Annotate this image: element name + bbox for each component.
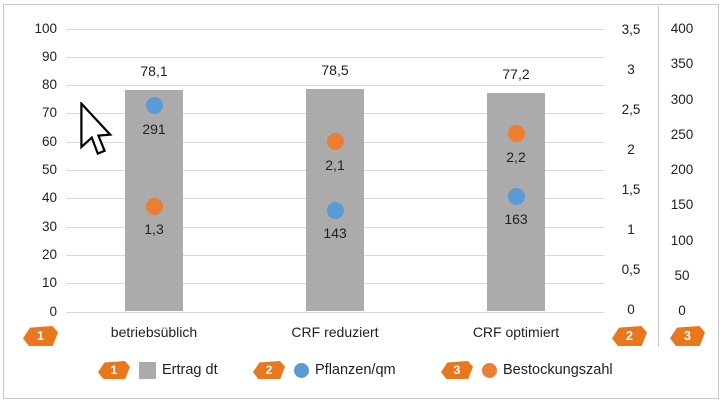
legend-number-badge: 3 [441,361,473,379]
gridline [66,311,604,313]
gridline [66,28,604,30]
bar-value-label: 77,2 [502,66,530,83]
y-axis-right-outer-tick: 250 [670,126,694,142]
y-axis-left-tick: 100 [34,20,57,36]
data-point-label: 2,1 [325,156,345,173]
legend-number-badge: 1 [98,361,130,379]
data-point-bestockung [326,133,344,151]
data-point-bestockung [145,197,163,215]
y-axis-right-outer-tick: 50 [674,267,690,283]
legend-label: Ertrag dt [162,362,218,378]
y-axis-left-tick: 40 [41,190,57,206]
data-point-label: 2,2 [506,148,526,165]
y-axis-left-tick: 60 [41,133,57,149]
legend-item: 2 Pflanzen/qm [253,361,396,379]
y-axis-right-inner-tick: 1,5 [621,182,641,197]
y-axis-right-outer-tick: 150 [670,197,694,213]
data-point-pflanzen [326,201,344,219]
y-axis-right-outer-tick: 200 [670,162,694,177]
y-axis-left-tick: 90 [41,48,57,64]
y-axis-left-tick: 70 [41,105,57,121]
data-point-pflanzen [507,187,525,205]
legend-marker-circle [294,362,309,378]
bar-ertrag [306,89,364,312]
bar-value-label: 78,5 [321,62,349,79]
data-point-label: 291 [142,120,166,137]
y-axis-left-tick: 50 [41,162,57,177]
bar-value-label: 78,1 [140,63,168,80]
legend-item: 3 Bestockungszahl [441,361,613,379]
legend-label: Pflanzen/qm [315,362,396,378]
data-point-label: 163 [504,211,528,228]
y-axis-right-outer-tick: 400 [670,21,694,36]
legend-marker-circle [482,362,497,378]
y-axis-right-inner-tick: 2,5 [621,102,641,117]
y-axis-left-tick: 10 [41,275,57,291]
gridline [66,56,604,58]
y-axis-right-outer-tick: 0 [678,303,686,318]
x-axis-category-label: CRF reduziert [291,324,379,340]
axis-badge: 1 [23,326,58,346]
x-axis-category-label: CRF optimiert [472,324,560,340]
data-point-bestockung [507,125,525,143]
y-axis-right-inner-tick: 1 [627,222,635,237]
data-point-label: 1,3 [144,221,164,238]
y-axis-left-tick: 30 [41,218,57,234]
y-axis-right-outer-tick: 350 [670,56,694,72]
x-axis-category-label: betriebsüblich [110,324,198,340]
y-axis-right-inner-tick: 3,5 [621,22,641,37]
y-axis-right-inner-tick: 3 [627,62,635,77]
y-axis-left-tick: 0 [49,303,57,319]
y-axis-right-inner-tick: 2 [627,142,635,157]
axis-badge: 3 [670,326,705,346]
y-axis-right-inner-tick: 0,5 [621,262,641,277]
data-point-pflanzen [145,97,163,115]
gridline [66,85,604,87]
y-axis-right-outer-tick: 100 [670,232,694,248]
y-axis-left-tick: 80 [41,77,57,93]
y-axis-right-inner-tick: 0 [627,302,635,317]
legend-number-badge: 2 [253,361,285,379]
chart-frame-border [3,4,719,399]
legend-label: Bestockungszahl [503,362,613,378]
legend-marker-square [139,361,156,379]
y-axis-left-tick: 20 [41,246,57,262]
legend-item: 1 Ertrag dt [98,361,218,379]
axis-badge: 2 [612,326,647,346]
right-axes-divider-line [658,6,659,347]
data-point-label: 143 [323,225,347,242]
y-axis-right-outer-tick: 300 [670,91,694,107]
